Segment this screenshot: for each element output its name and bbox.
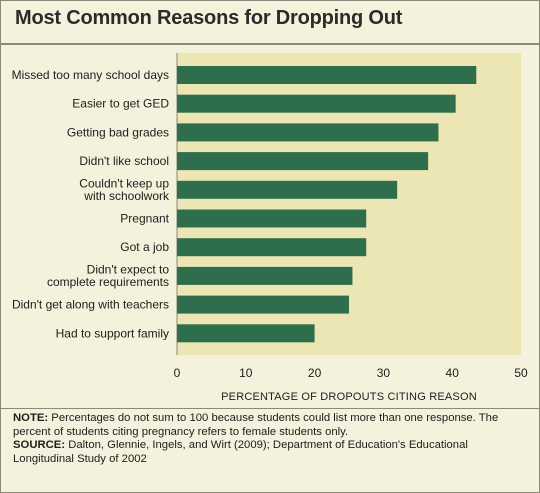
source-paragraph: SOURCE: Dalton, Glennie, Ingels, and Wir… (13, 439, 529, 466)
x-tick-label: 40 (446, 366, 460, 380)
footer-divider (1, 408, 539, 409)
note-paragraph: NOTE: Percentages do not sum to 100 beca… (13, 412, 529, 439)
category-label: Getting bad grades (67, 125, 169, 139)
note-text: Percentages do not sum to 100 because st… (13, 412, 499, 438)
category-label: Pregnant (120, 212, 169, 226)
bar-chart: Missed too many school days Easier to get… (12, 53, 528, 403)
bar (177, 266, 353, 285)
category-label: Didn't like school (79, 154, 169, 168)
source-text: Dalton, Glennie, Ingels, and Wirt (2009)… (13, 439, 468, 465)
note-label: NOTE: (13, 412, 49, 424)
bar (177, 152, 429, 171)
footnote: NOTE: Percentages do not sum to 100 beca… (13, 412, 529, 466)
x-tick-label: 50 (514, 366, 528, 380)
bar (177, 123, 439, 142)
bar (177, 66, 477, 84)
bar (177, 324, 315, 343)
category-label: Couldn't keep up with schoolwork (79, 177, 170, 204)
category-label: Had to support family (56, 326, 169, 340)
bar (177, 94, 456, 113)
category-label: Missed too many school days (12, 68, 169, 82)
source-label: SOURCE: (13, 439, 66, 452)
bar (177, 180, 398, 199)
bar (177, 238, 367, 257)
x-axis-label: PERCENTAGE OF DROPOUTS CITING REASON (221, 391, 477, 403)
x-tick-label: 10 (239, 366, 253, 380)
bar (177, 295, 349, 314)
category-label: Easier to get GED (72, 97, 169, 111)
bar (177, 209, 367, 228)
x-tick-label: 0 (174, 366, 181, 380)
category-label: Didn't get along with teachers (12, 298, 169, 312)
title-divider (1, 43, 539, 45)
x-tick-label: 20 (308, 366, 322, 380)
category-label: Got a job (120, 240, 169, 254)
x-tick-label: 30 (377, 366, 391, 380)
chart-title: Most Common Reasons for Dropping Out (15, 7, 403, 29)
category-label: Didn't expect to complete requirements (47, 263, 169, 290)
